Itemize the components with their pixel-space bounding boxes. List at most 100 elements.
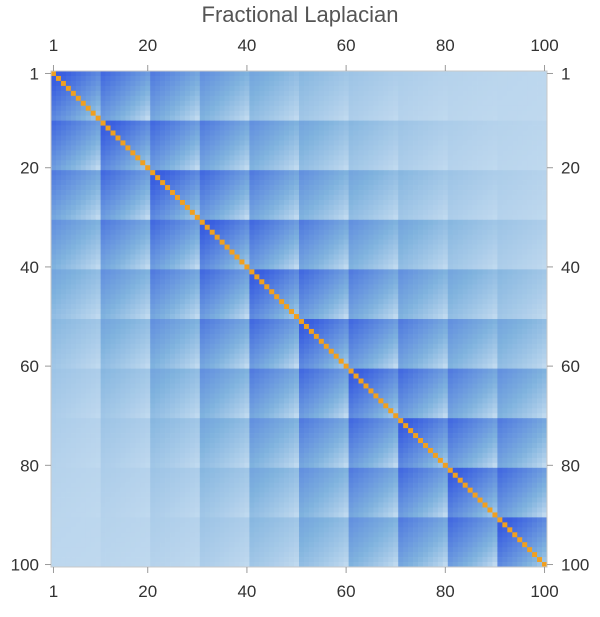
- heatmap-cell: [522, 110, 528, 116]
- heatmap-cell: [51, 105, 57, 112]
- heatmap-cell: [343, 304, 349, 310]
- heatmap-cell: [175, 145, 181, 151]
- heatmap-cell: [254, 229, 260, 236]
- heatmap-cell: [70, 214, 77, 221]
- heatmap-cell: [452, 259, 459, 265]
- heatmap-cell: [264, 219, 270, 226]
- heatmap-cell: [264, 234, 270, 240]
- heatmap-cell: [527, 284, 533, 290]
- heatmap-cell: [115, 264, 121, 270]
- heatmap-cell: [199, 274, 206, 280]
- heatmap-cell: [348, 165, 354, 171]
- heatmap-cell: [140, 274, 146, 280]
- heatmap-cell: [120, 249, 126, 255]
- heatmap-cell: [140, 299, 146, 305]
- heatmap-cell: [408, 130, 414, 136]
- heatmap-cell: [423, 140, 429, 146]
- heatmap-cell: [537, 269, 543, 275]
- heatmap-cell: [348, 120, 354, 126]
- heatmap-cell: [254, 95, 260, 102]
- heatmap-cell: [85, 80, 92, 87]
- heatmap-cell: [194, 100, 201, 107]
- heatmap-cell: [338, 234, 344, 240]
- heatmap-cell: [343, 130, 349, 136]
- heatmap-cell: [80, 135, 87, 141]
- heatmap-cell: [497, 150, 503, 156]
- heatmap-cell: [437, 165, 444, 171]
- heatmap-cell: [477, 170, 483, 176]
- heatmap-cell: [323, 190, 330, 196]
- heatmap-cell: [328, 100, 335, 107]
- heatmap-cell: [447, 71, 454, 77]
- heatmap-cell: [492, 219, 498, 226]
- heatmap-cell: [447, 209, 454, 216]
- heatmap-cell: [338, 85, 344, 92]
- heatmap-cell: [179, 209, 186, 216]
- heatmap-cell: [482, 185, 488, 191]
- heatmap-cell: [194, 234, 201, 240]
- heatmap-cell: [125, 309, 131, 315]
- diagonal-cell: [199, 219, 206, 226]
- heatmap-cell: [333, 120, 340, 126]
- heatmap-cell: [427, 244, 434, 250]
- heatmap-cell: [219, 190, 225, 196]
- heatmap-cell: [70, 219, 77, 226]
- heatmap-cell: [403, 254, 409, 260]
- heatmap-cell: [160, 254, 166, 260]
- heatmap-cell: [487, 229, 493, 236]
- heatmap-cell: [294, 100, 300, 107]
- heatmap-cell: [532, 150, 538, 156]
- heatmap-cell: [413, 135, 419, 141]
- heatmap-cell: [299, 224, 305, 231]
- heatmap-cell: [219, 314, 225, 320]
- heatmap-cell: [343, 90, 349, 97]
- heatmap-cell: [442, 244, 449, 250]
- heatmap-cell: [165, 125, 171, 131]
- heatmap-cell: [338, 289, 344, 295]
- heatmap-cell: [333, 274, 340, 280]
- heatmap-cell: [393, 90, 399, 97]
- heatmap-cell: [343, 314, 349, 320]
- heatmap-cell: [110, 219, 116, 226]
- heatmap-cell: [80, 170, 87, 176]
- heatmap-cell: [289, 224, 295, 231]
- heatmap-cell: [239, 110, 245, 116]
- heatmap-cell: [328, 165, 335, 171]
- heatmap-cell: [517, 75, 523, 82]
- heatmap-cell: [51, 199, 57, 206]
- heatmap-cell: [239, 190, 245, 196]
- heatmap-cell: [383, 219, 389, 226]
- heatmap-cell: [338, 195, 344, 201]
- heatmap-cell: [219, 199, 225, 206]
- heatmap-cell: [274, 180, 280, 186]
- heatmap-cell: [527, 85, 533, 92]
- heatmap-cell: [75, 284, 82, 290]
- heatmap-cell: [120, 130, 126, 136]
- heatmap-cell: [170, 214, 176, 221]
- heatmap-cell: [532, 110, 538, 116]
- heatmap-cell: [427, 125, 434, 131]
- heatmap-cell: [308, 130, 315, 136]
- heatmap-cell: [537, 71, 543, 77]
- heatmap-cell: [209, 100, 216, 107]
- heatmap-cell: [229, 75, 235, 82]
- heatmap-cell: [125, 170, 131, 176]
- heatmap-cell: [160, 145, 166, 151]
- heatmap-cell: [328, 145, 335, 151]
- heatmap-cell: [259, 100, 265, 107]
- heatmap-cell: [477, 95, 483, 102]
- heatmap-cell: [363, 150, 369, 156]
- heatmap-cell: [279, 269, 285, 275]
- heatmap-cell: [323, 180, 330, 186]
- heatmap-cell: [199, 259, 206, 265]
- heatmap-cell: [80, 229, 87, 236]
- heatmap-cell: [229, 279, 235, 285]
- heatmap-cell: [75, 105, 82, 112]
- heatmap-cell: [432, 209, 439, 216]
- heatmap-cell: [398, 145, 404, 151]
- heatmap-cell: [403, 145, 409, 151]
- heatmap-cell: [452, 279, 459, 285]
- heatmap-cell: [259, 299, 265, 305]
- heatmap-cell: [175, 284, 181, 290]
- heatmap-cell: [487, 165, 493, 171]
